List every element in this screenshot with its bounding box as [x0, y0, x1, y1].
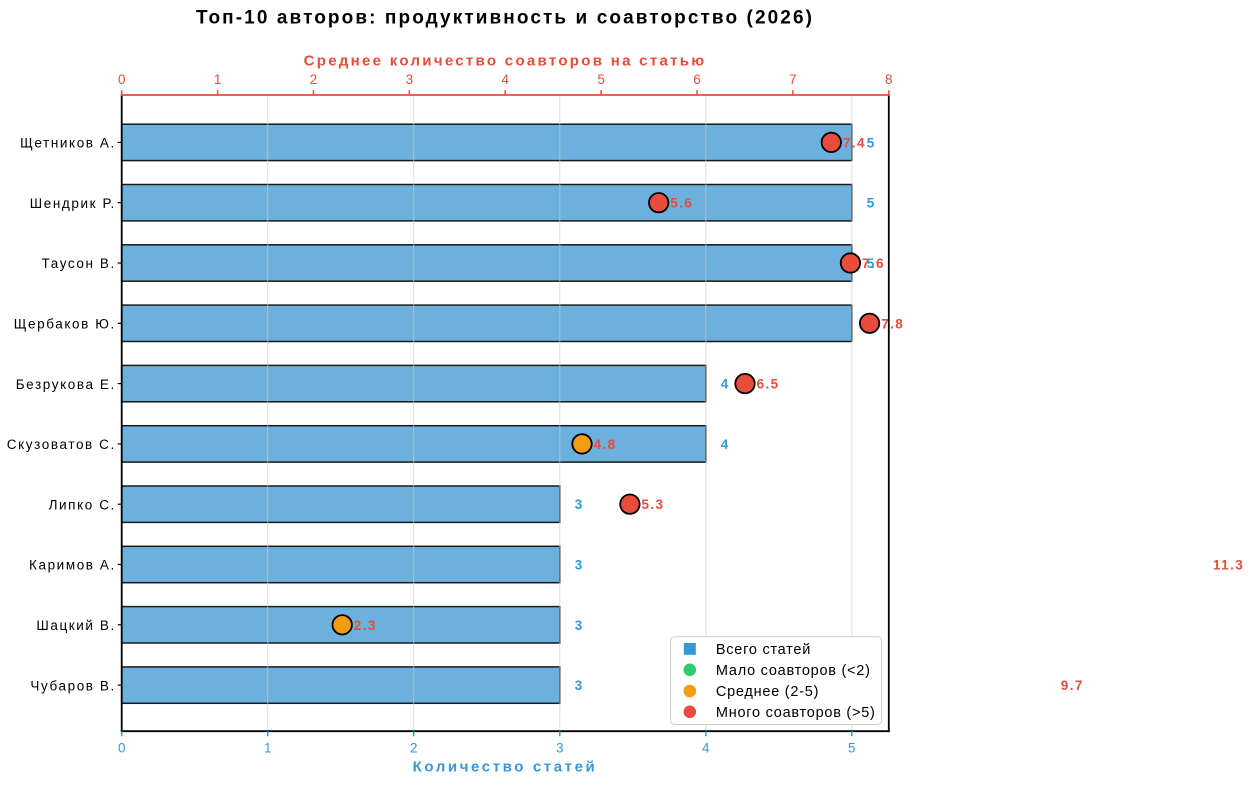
svg-text:7.8: 7.8 [881, 316, 904, 331]
svg-text:0: 0 [118, 72, 126, 87]
svg-text:Липко С.: Липко С. [49, 497, 116, 512]
svg-text:5: 5 [597, 72, 605, 87]
svg-text:5: 5 [867, 135, 876, 150]
svg-text:2: 2 [310, 72, 318, 87]
svg-text:Таусон В.: Таусон В. [42, 256, 116, 271]
svg-text:Топ-10 авторов: продуктивность: Топ-10 авторов: продуктивность и соавтор… [196, 8, 814, 29]
svg-text:4: 4 [702, 741, 710, 756]
svg-text:2: 2 [410, 741, 418, 756]
svg-text:3: 3 [575, 558, 584, 573]
svg-text:3: 3 [575, 497, 584, 512]
svg-text:6.5: 6.5 [757, 377, 780, 392]
svg-text:Количество статей: Количество статей [413, 759, 598, 776]
svg-text:4: 4 [721, 437, 730, 452]
svg-text:4: 4 [721, 377, 730, 392]
svg-text:Всего статей: Всего статей [716, 642, 811, 658]
svg-text:4: 4 [501, 72, 509, 87]
svg-text:0: 0 [118, 741, 126, 756]
svg-text:7: 7 [789, 72, 797, 87]
svg-text:5.6: 5.6 [670, 196, 693, 211]
svg-text:1: 1 [214, 72, 222, 87]
svg-text:Среднее (2-5): Среднее (2-5) [716, 684, 819, 700]
svg-text:2.3: 2.3 [354, 618, 377, 633]
svg-text:Много соавторов (>5): Много соавторов (>5) [716, 705, 876, 721]
svg-text:Чубаров В.: Чубаров В. [30, 678, 116, 693]
svg-text:9.7: 9.7 [1061, 678, 1084, 693]
svg-text:Мало соавторов (<2): Мало соавторов (<2) [716, 663, 871, 679]
svg-text:Каримов А.: Каримов А. [29, 558, 116, 573]
svg-text:7.6: 7.6 [862, 256, 885, 271]
svg-text:3: 3 [406, 72, 414, 87]
svg-text:1: 1 [264, 741, 272, 756]
svg-text:4.8: 4.8 [594, 437, 617, 452]
svg-text:3: 3 [575, 678, 584, 693]
svg-text:Среднее количество соавторов н: Среднее количество соавторов на статью [304, 53, 707, 70]
svg-text:3: 3 [575, 618, 584, 633]
svg-text:Скузоватов С.: Скузоватов С. [7, 437, 116, 452]
svg-text:11.3: 11.3 [1213, 558, 1244, 573]
svg-text:5: 5 [848, 741, 856, 756]
svg-text:7.4: 7.4 [843, 135, 866, 150]
svg-text:Безрукова Е.: Безрукова Е. [16, 377, 116, 392]
svg-text:8: 8 [885, 72, 893, 87]
svg-text:6: 6 [693, 72, 701, 87]
svg-text:Шацкий В.: Шацкий В. [36, 618, 116, 633]
svg-text:5: 5 [867, 256, 876, 271]
svg-text:3: 3 [556, 741, 564, 756]
svg-text:Шендрик Р.: Шендрик Р. [30, 196, 116, 211]
svg-text:5.3: 5.3 [642, 497, 665, 512]
svg-text:5: 5 [867, 196, 876, 211]
svg-text:Щетников А.: Щетников А. [20, 136, 116, 151]
svg-text:Щербаков Ю.: Щербаков Ю. [14, 317, 116, 332]
